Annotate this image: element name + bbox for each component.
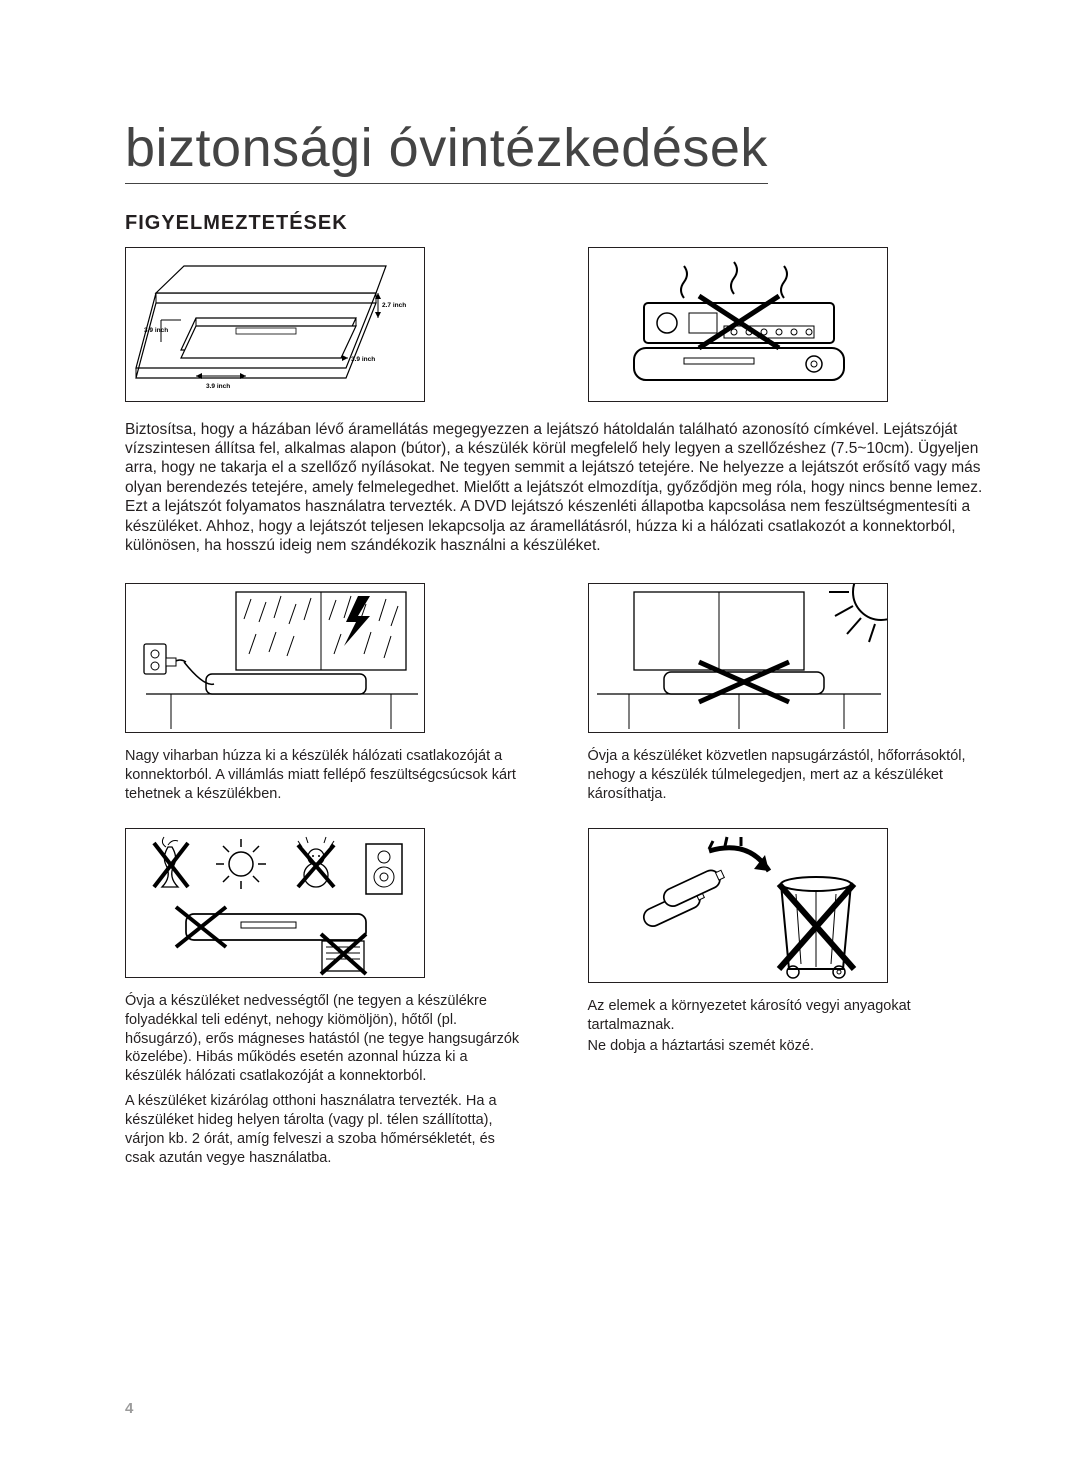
label-right: 3.9 inch — [351, 356, 375, 363]
manual-page: biztonsági óvintézkedések FIGYELMEZTETÉS… — [0, 0, 1080, 1475]
figure-moisture — [125, 828, 425, 978]
figure-col-left: 2.7 inch 3.9 inch 3.9 inch 3.9 inch — [125, 247, 528, 402]
label-front: 3.9 inch — [206, 383, 230, 390]
body-paragraph: Biztosítsa, hogy a házában lévő áramellá… — [125, 420, 990, 556]
figure-no-stacking — [588, 247, 888, 402]
figure-col-right — [588, 247, 991, 402]
page-title: biztonsági óvintézkedések — [125, 120, 768, 184]
caption-moisture-a: Óvja a készüléket nedvességtől (ne tegye… — [125, 992, 528, 1086]
caption-batteries-a: Az elemek a környezetet károsító vegyi a… — [588, 997, 991, 1035]
caption-sunlight: Óvja a készüléket közvetlen napsugárzást… — [588, 747, 991, 804]
figure-clearance: 2.7 inch 3.9 inch 3.9 inch 3.9 inch — [125, 247, 425, 402]
caption-storm: Nagy viharban húzza ki a készülék hálóza… — [125, 747, 528, 804]
page-number: 4 — [125, 1400, 133, 1417]
col-moisture: Óvja a készüléket nedvességtől (ne tegye… — [125, 828, 528, 1168]
col-batteries: Az elemek a környezetet károsító vegyi a… — [588, 828, 991, 1168]
caption-moisture-b: A készüléket kizárólag otthoni használat… — [125, 1092, 528, 1167]
figure-row-3: Óvja a készüléket nedvességtől (ne tegye… — [125, 828, 990, 1168]
figure-storm — [125, 583, 425, 733]
figure-batteries — [588, 828, 888, 983]
label-left: 3.9 inch — [144, 327, 168, 334]
label-top: 2.7 inch — [382, 302, 406, 309]
col-sunlight: Óvja a készüléket közvetlen napsugárzást… — [588, 583, 991, 804]
caption-batteries-b: Ne dobja a háztartási szemét közé. — [588, 1037, 991, 1056]
col-storm: Nagy viharban húzza ki a készülék hálóza… — [125, 583, 528, 804]
section-heading: FIGYELMEZTETÉSEK — [125, 212, 990, 235]
figure-row-1: 2.7 inch 3.9 inch 3.9 inch 3.9 inch — [125, 247, 990, 402]
figure-row-2: Nagy viharban húzza ki a készülék hálóza… — [125, 583, 990, 804]
figure-sunlight — [588, 583, 888, 733]
